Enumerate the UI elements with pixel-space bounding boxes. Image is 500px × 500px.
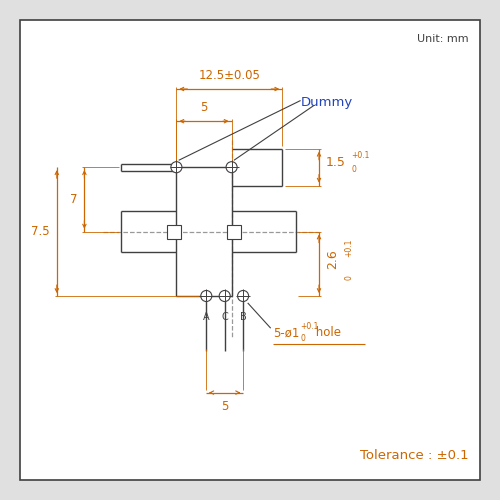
Text: 7.5: 7.5 — [32, 225, 50, 238]
Text: 5: 5 — [221, 400, 228, 412]
Text: Dummy: Dummy — [300, 96, 353, 110]
Text: 7: 7 — [70, 193, 78, 206]
Text: C: C — [222, 312, 228, 322]
Circle shape — [238, 290, 248, 302]
Bar — [227, 224, 241, 238]
Text: 1.5: 1.5 — [326, 156, 346, 169]
Text: 0: 0 — [300, 334, 306, 344]
Text: +0.1: +0.1 — [300, 322, 319, 332]
Text: Unit: mm: Unit: mm — [417, 34, 469, 44]
Text: 2.6: 2.6 — [326, 250, 339, 269]
Text: +0.1: +0.1 — [351, 151, 370, 160]
Text: 0: 0 — [344, 275, 354, 280]
Text: hole: hole — [312, 326, 341, 340]
Bar — [167, 224, 181, 238]
Text: 5-ø1: 5-ø1 — [273, 326, 299, 340]
Circle shape — [226, 162, 237, 172]
Text: Tolerance : ±0.1: Tolerance : ±0.1 — [360, 448, 469, 462]
Text: 0: 0 — [351, 165, 356, 174]
Circle shape — [171, 162, 182, 172]
Text: 12.5±0.05: 12.5±0.05 — [198, 69, 260, 82]
Text: +0.1: +0.1 — [344, 238, 354, 257]
Text: 5: 5 — [200, 102, 207, 114]
Circle shape — [219, 290, 230, 302]
Circle shape — [201, 290, 212, 302]
Text: A: A — [203, 312, 209, 322]
Text: B: B — [240, 312, 246, 322]
